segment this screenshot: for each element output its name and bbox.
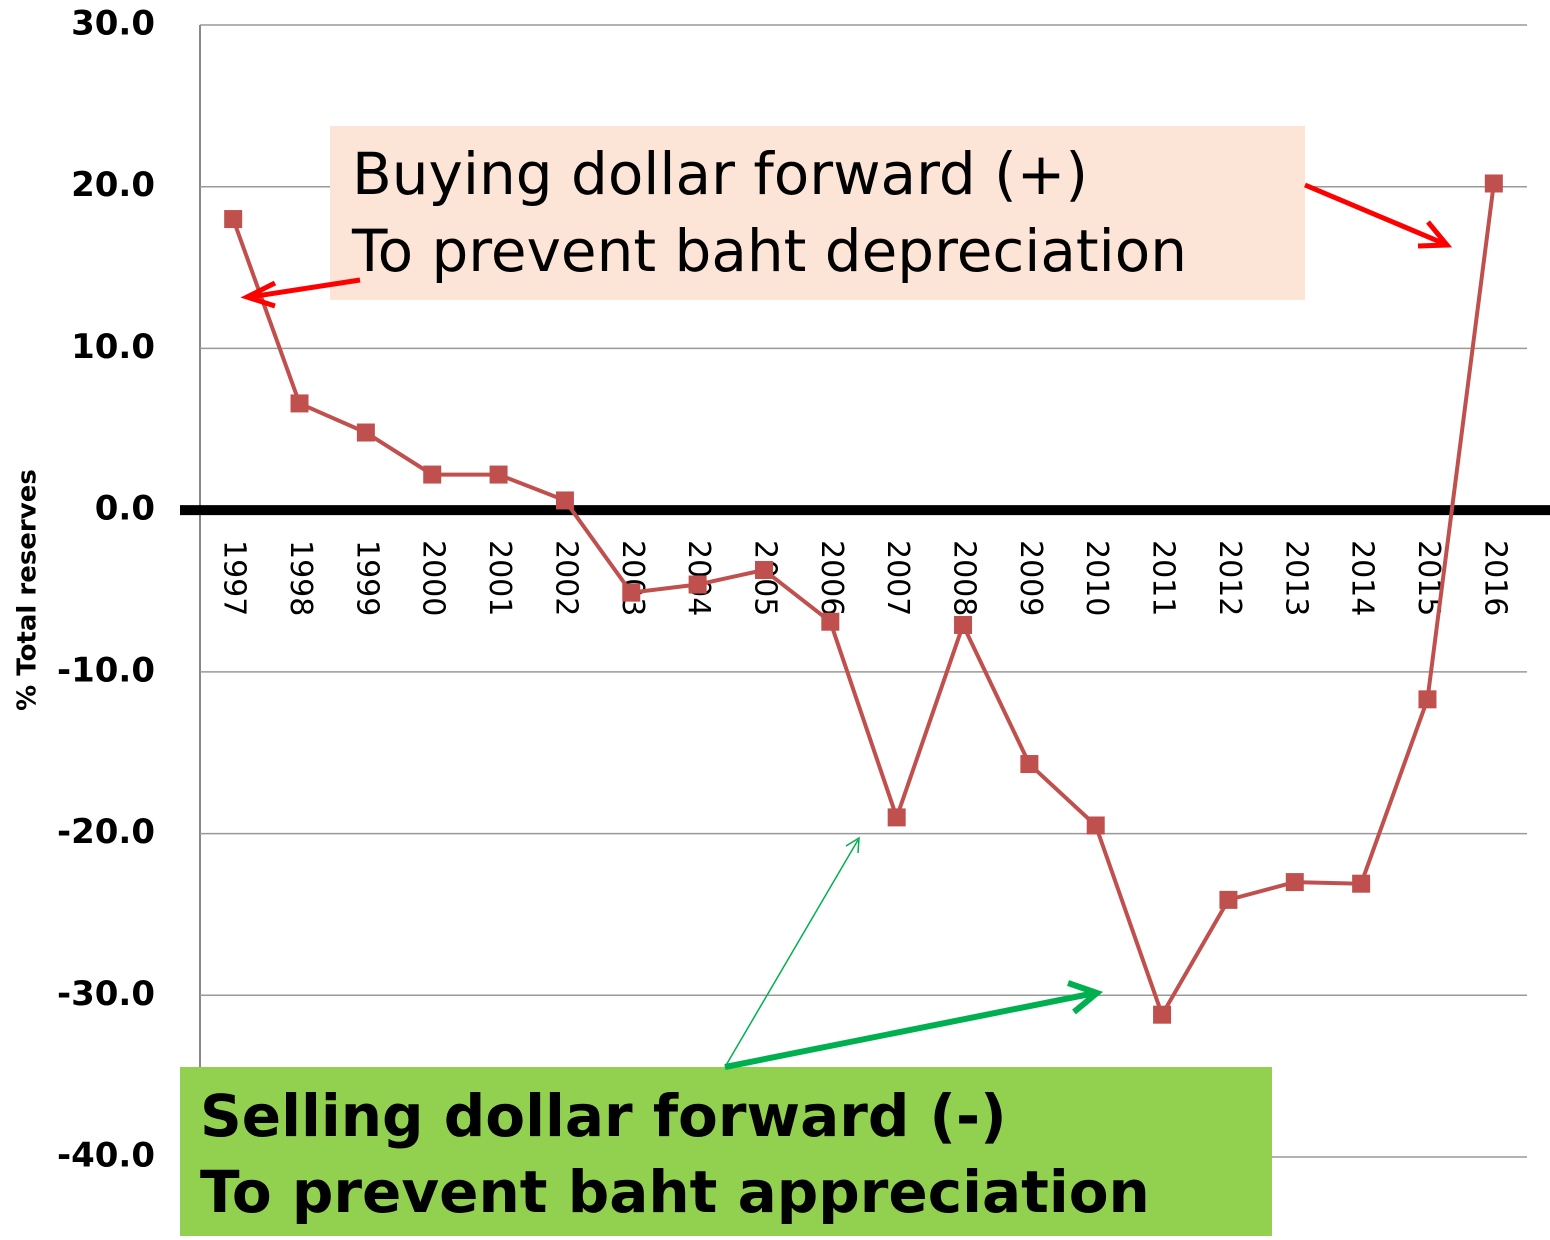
annotation-text: To prevent baht appreciation xyxy=(200,1158,1150,1226)
y-tick-label: -40.0 xyxy=(57,1136,155,1176)
point-marker xyxy=(754,560,773,579)
point-marker xyxy=(1086,816,1105,835)
x-tick-label: 2009 xyxy=(1013,540,1048,616)
y-axis-label: % Total reserves xyxy=(13,469,43,711)
annotation-box xyxy=(330,126,1305,300)
y-tick-label: -30.0 xyxy=(57,974,155,1014)
y-tick-label: -20.0 xyxy=(57,812,155,852)
x-tick-label: 2010 xyxy=(1079,540,1114,616)
x-tick-label: 1998 xyxy=(283,540,318,616)
x-tick-label: 2001 xyxy=(482,540,517,616)
point-marker xyxy=(489,465,508,484)
x-tick-label: 2013 xyxy=(1278,540,1313,616)
point-marker xyxy=(821,612,840,631)
point-marker xyxy=(1352,874,1371,893)
point-marker xyxy=(555,491,574,510)
x-tick-label: 1999 xyxy=(349,540,384,616)
point-marker xyxy=(688,575,707,594)
point-marker xyxy=(954,615,973,634)
point-marker xyxy=(1484,174,1503,193)
x-tick-label: 2011 xyxy=(1146,540,1181,616)
series-line xyxy=(231,183,1496,1020)
x-tick-label: 2006 xyxy=(814,540,849,616)
x-tick-label: 2000 xyxy=(416,540,451,616)
y-tick-label: 0.0 xyxy=(95,489,155,529)
x-tick-label: 2002 xyxy=(548,540,583,616)
annotation-box xyxy=(180,1067,1272,1236)
point-marker xyxy=(1285,873,1304,892)
y-tick-label: -10.0 xyxy=(57,650,155,690)
point-marker xyxy=(290,394,309,413)
point-marker xyxy=(1219,890,1238,909)
y-tick-label: 20.0 xyxy=(71,165,155,205)
x-tick-label: 2007 xyxy=(880,540,915,616)
annotation-text: Selling dollar forward (-) xyxy=(200,1082,1007,1150)
point-marker xyxy=(224,210,243,229)
point-marker xyxy=(423,465,442,484)
y-tick-label: 30.0 xyxy=(71,4,155,44)
point-marker xyxy=(1020,755,1039,774)
point-marker xyxy=(887,808,906,827)
annotation-text: To prevent baht depreciation xyxy=(351,217,1187,285)
x-tick-label: 2014 xyxy=(1345,540,1380,616)
point-marker xyxy=(356,423,375,442)
y-tick-label: 10.0 xyxy=(71,327,155,367)
green-arrows xyxy=(724,836,1104,1070)
x-tick-label: 2008 xyxy=(947,540,982,616)
x-tick-label: 1997 xyxy=(217,540,252,616)
x-tick-label: 2012 xyxy=(1212,540,1247,616)
point-marker xyxy=(1153,1005,1172,1024)
point-marker xyxy=(622,583,641,602)
annotation-text: Buying dollar forward (+) xyxy=(352,140,1088,208)
point-marker xyxy=(1418,690,1437,709)
x-tick-label: 2016 xyxy=(1477,540,1512,616)
red-arrows xyxy=(240,182,1453,309)
